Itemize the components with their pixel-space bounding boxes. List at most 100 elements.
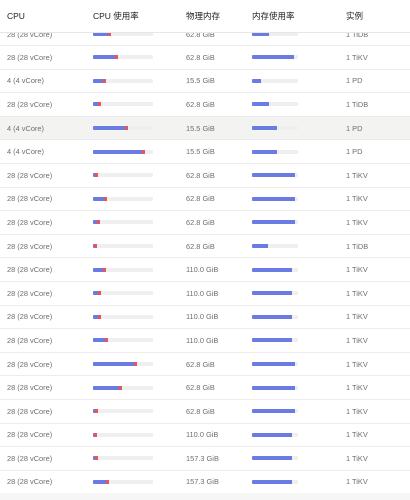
cpu-usage-peak-marker [106, 479, 110, 484]
table-row[interactable]: 4 (4 vCore) 15.5 GiB 1 PD [0, 70, 410, 94]
cpu-usage-bar [93, 173, 153, 178]
memory-usage-bar-fill [252, 291, 293, 296]
memory-cell: 62.8 GiB [186, 170, 215, 180]
table-row[interactable]: 28 (28 vCore) 110.0 GiB 1 TiKV [0, 258, 410, 282]
table-row[interactable]: 28 (28 vCore) 110.0 GiB 1 TiKV [0, 329, 410, 353]
cpu-cell: 28 (28 vCore) [7, 288, 53, 298]
cpu-usage-bar-fill [93, 126, 128, 131]
memory-cell: 110.0 GiB [186, 430, 219, 440]
memory-cell: 15.5 GiB [186, 123, 215, 133]
memory-cell: 62.8 GiB [186, 241, 215, 251]
table-row[interactable]: 28 (28 vCore) 157.3 GiB 1 TiKV [0, 447, 410, 471]
memory-usage-bar [252, 173, 298, 178]
memory-cell: 62.8 GiB [186, 194, 215, 204]
table-row[interactable]: 28 (28 vCore) 62.8 GiB 1 TiKV [0, 400, 410, 424]
cpu-usage-cell [93, 173, 186, 178]
memory-usage-bar [252, 267, 298, 272]
memory-cell: 62.8 GiB [186, 99, 215, 109]
memory-usage-bar-fill [252, 78, 262, 83]
table-row[interactable]: 28 (28 vCore) 62.8 GiB 1 TiKV [0, 164, 410, 188]
table-row[interactable]: 28 (28 vCore) 110.0 GiB 1 TiKV [0, 282, 410, 306]
cpu-usage-bar [93, 126, 153, 131]
cpu-usage-cell [93, 33, 186, 36]
cpu-usage-bar [93, 432, 153, 437]
memory-cell: 15.5 GiB [186, 147, 215, 157]
cpu-usage-bar-fill [93, 220, 100, 225]
cpu-usage-peak-marker [95, 456, 99, 461]
table-row[interactable]: 28 (28 vCore) 110.0 GiB 1 TiKV [0, 424, 410, 448]
column-header-cpu-usage[interactable]: CPU 使用率 [93, 11, 139, 21]
memory-usage-bar [252, 102, 298, 107]
memory-cell: 62.8 GiB [186, 52, 215, 62]
memory-usage-cell [252, 173, 346, 178]
table-row[interactable]: 28 (28 vCore) 62.8 GiB 1 TiDB [0, 93, 410, 117]
cpu-cell: 28 (28 vCore) [7, 335, 53, 345]
cpu-cell: 28 (28 vCore) [7, 217, 53, 227]
cpu-usage-bar-fill [93, 479, 110, 484]
cpu-usage-peak-marker [142, 149, 146, 154]
cpu-usage-peak-marker [103, 267, 107, 272]
cpu-cell: 28 (28 vCore) [7, 194, 53, 204]
memory-usage-bar-fill [252, 338, 293, 343]
instance-cell: 1 TiKV [346, 359, 368, 369]
cpu-usage-bar-fill [93, 409, 99, 414]
table-row[interactable]: 28 (28 vCore) 62.8 GiB 1 TiKV [0, 46, 410, 70]
cpu-usage-bar-fill [93, 244, 97, 249]
cpu-usage-peak-marker [105, 338, 108, 343]
cpu-usage-bar-fill [93, 102, 102, 107]
memory-usage-bar [252, 220, 298, 225]
cpu-usage-bar [93, 385, 153, 390]
cpu-usage-cell [93, 432, 186, 437]
table-row[interactable]: 28 (28 vCore) 62.8 GiB 1 TiKV [0, 188, 410, 212]
memory-usage-cell [252, 362, 346, 367]
table-row[interactable]: 28 (28 vCore) 62.8 GiB 1 TiKV [0, 376, 410, 400]
table-row[interactable]: 28 (28 vCore) 62.8 GiB 1 TiDB [0, 33, 410, 46]
cpu-usage-bar-fill [93, 385, 122, 390]
memory-usage-bar-fill [252, 149, 277, 154]
memory-usage-bar-fill [252, 362, 295, 367]
cpu-usage-cell [93, 362, 186, 367]
cpu-usage-bar-fill [93, 78, 106, 83]
instance-cell: 1 TiKV [346, 265, 368, 275]
cpu-usage-cell [93, 55, 186, 60]
instance-cell: 1 TiKV [346, 453, 368, 463]
table-row[interactable]: 28 (28 vCore) 62.8 GiB 1 TiDB [0, 235, 410, 259]
cpu-cell: 28 (28 vCore) [7, 241, 53, 251]
cpu-usage-bar [93, 102, 153, 107]
cpu-usage-cell [93, 385, 186, 390]
table-row[interactable]: 28 (28 vCore) 62.8 GiB 1 TiKV [0, 353, 410, 377]
memory-usage-cell [252, 409, 346, 414]
table-row[interactable]: 28 (28 vCore) 157.3 GiB 1 TiKV [0, 471, 410, 495]
table-row[interactable]: 4 (4 vCore) 15.5 GiB 1 PD [0, 116, 410, 141]
cpu-usage-peak-marker [97, 314, 101, 319]
cpu-usage-cell [93, 244, 186, 249]
cpu-usage-peak-marker [114, 55, 118, 60]
memory-usage-cell [252, 291, 346, 296]
cpu-usage-cell [93, 314, 186, 319]
cpu-usage-cell [93, 220, 186, 225]
memory-cell: 157.3 GiB [186, 477, 219, 487]
table-row[interactable]: 28 (28 vCore) 62.8 GiB 1 TiKV [0, 211, 410, 235]
cpu-usage-cell [93, 78, 186, 83]
column-header-cpu[interactable]: CPU [7, 11, 25, 21]
cpu-usage-bar-fill [93, 362, 138, 367]
memory-usage-cell [252, 267, 346, 272]
column-header-instance[interactable]: 实例 [346, 11, 364, 21]
cpu-cell: 28 (28 vCore) [7, 99, 53, 109]
cpu-cell: 4 (4 vCore) [7, 76, 44, 86]
cpu-usage-bar [93, 267, 153, 272]
table-row[interactable]: 4 (4 vCore) 15.5 GiB 1 PD [0, 140, 410, 164]
cpu-usage-peak-marker [98, 291, 102, 296]
memory-usage-bar-fill [252, 102, 270, 107]
cpu-usage-bar-fill [93, 291, 102, 296]
column-header-memory-usage[interactable]: 内存使用率 [252, 11, 295, 21]
instance-cell: 1 TiKV [346, 52, 368, 62]
table-row[interactable]: 28 (28 vCore) 110.0 GiB 1 TiKV [0, 306, 410, 330]
memory-usage-bar [252, 314, 298, 319]
cpu-usage-cell [93, 479, 186, 484]
cpu-usage-peak-marker [94, 432, 98, 437]
memory-cell: 62.8 GiB [186, 383, 215, 393]
cpu-usage-bar-fill [93, 432, 98, 437]
memory-cell: 62.8 GiB [186, 406, 215, 416]
column-header-memory[interactable]: 物理内存 [186, 11, 221, 21]
